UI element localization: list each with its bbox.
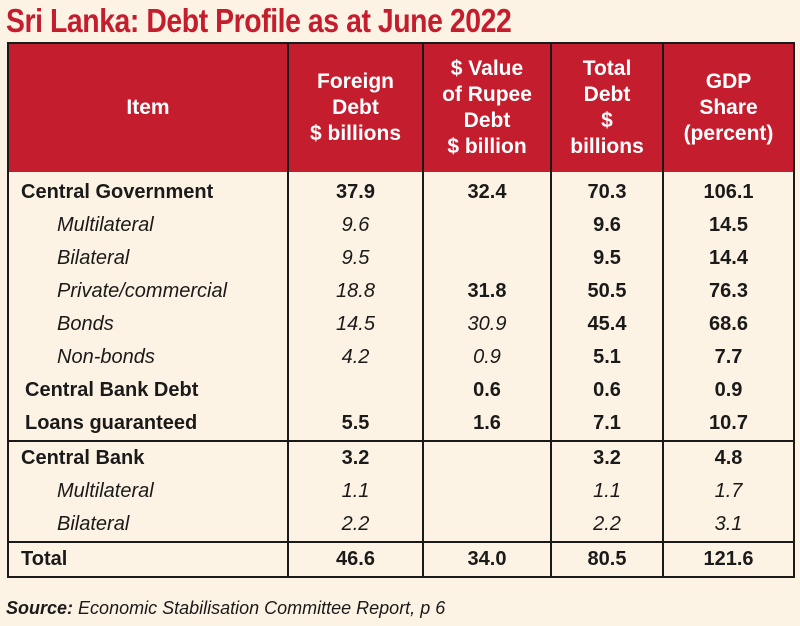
- cell-rupee: 0.9: [423, 341, 552, 374]
- cell-rupee: 1.6: [423, 407, 552, 441]
- row-label: Central Bank Debt: [8, 374, 289, 407]
- row-label: Private/commercial: [8, 275, 289, 308]
- table-header-row: Item Foreign Debt $ billions $ Value of …: [8, 43, 794, 172]
- cell-total: 45.4: [551, 308, 664, 341]
- cell-gdp: 10.7: [709, 412, 748, 434]
- cell-foreign: [288, 374, 424, 407]
- debt-profile-table: Item Foreign Debt $ billions $ Value of …: [7, 42, 795, 578]
- column-header-rupee-debt: $ Value of Rupee Debt $ billion: [423, 43, 552, 172]
- cell-gdp: 0.9: [714, 379, 743, 401]
- column-header-foreign-debt: Foreign Debt $ billions: [288, 43, 424, 172]
- cell-gdp: 68.6: [709, 313, 748, 335]
- cell-total: 9.6: [551, 209, 664, 242]
- cell-rupee: [423, 440, 552, 475]
- cell-foreign: 46.6: [288, 541, 424, 577]
- table-row-central-government: Central Government 37.9 32.4 70.3 106.1: [8, 172, 794, 209]
- cell-total: 2.2: [551, 508, 664, 542]
- table-row-cb-multilateral: Multilateral 1.1 1.1 1.7: [8, 475, 794, 508]
- cell-gdp: 4.8: [663, 440, 794, 475]
- table-row-bonds: Bonds 14.5 30.9 45.4 68.6: [8, 308, 794, 341]
- row-label: Central Bank: [8, 440, 289, 475]
- cell-gdp: 121.6: [663, 541, 794, 577]
- cell-foreign: 3.2: [288, 440, 424, 475]
- column-header-gdp-share: GDP Share (percent): [663, 43, 794, 172]
- cell-gdp: 14.5: [709, 214, 748, 236]
- cell-foreign: 14.5: [288, 308, 424, 341]
- cell-foreign: 2.2: [288, 508, 424, 542]
- cell-foreign: 4.2: [288, 341, 424, 374]
- cell-foreign: 9.6: [288, 209, 424, 242]
- table-row-private-commercial: Private/commercial 18.8 31.8 50.5 76.3: [8, 275, 794, 308]
- row-label: Multilateral: [8, 475, 289, 508]
- cell-total: 3.2: [551, 440, 664, 475]
- source-label: Source:: [6, 598, 74, 618]
- cell-total: 7.1: [551, 407, 664, 441]
- cell-foreign: 9.5: [288, 242, 424, 275]
- table-row-central-bank: Central Bank 3.2 3.2 4.8: [8, 440, 794, 475]
- row-label: Bonds: [8, 308, 289, 341]
- table-row-non-bonds: Non-bonds 4.2 0.9 5.1 7.7: [8, 341, 794, 374]
- page-title: Sri Lanka: Debt Profile as at June 2022: [6, 2, 512, 39]
- row-label: Bilateral: [8, 508, 289, 542]
- column-header-item: Item: [8, 43, 289, 172]
- cell-total: 0.6: [551, 374, 664, 407]
- cell-rupee: 32.4: [423, 172, 552, 209]
- cell-total: 5.1: [551, 341, 664, 374]
- cell-gdp: 76.3: [709, 280, 748, 302]
- cell-total: 1.1: [551, 475, 664, 508]
- table-row-bilateral: Bilateral 9.5 9.5 14.4: [8, 242, 794, 275]
- row-label: Bilateral: [8, 242, 289, 275]
- cell-total: 9.5: [551, 242, 664, 275]
- table-row-cb-bilateral: Bilateral 2.2 2.2 3.1: [8, 508, 794, 542]
- cell-foreign: 37.9: [288, 172, 424, 209]
- cell-rupee: [423, 209, 552, 242]
- cell-foreign: 1.1: [288, 475, 424, 508]
- table-row-multilateral: Multilateral 9.6 9.6 14.5: [8, 209, 794, 242]
- table-row-central-bank-debt: Central Bank Debt 0.6 0.6 0.9: [8, 374, 794, 407]
- table-row-total: Total 46.6 34.0 80.5 121.6: [8, 541, 794, 577]
- cell-rupee: [423, 242, 552, 275]
- cell-rupee: [423, 508, 552, 542]
- cell-foreign: 18.8: [288, 275, 424, 308]
- column-header-total-debt: Total Debt $ billions: [551, 43, 664, 172]
- cell-rupee: 34.0: [423, 541, 552, 577]
- table-row-loans-guaranteed: Loans guaranteed 5.5 1.6 7.1 10.7: [8, 407, 794, 441]
- row-label: Non-bonds: [8, 341, 289, 374]
- row-label: Central Government: [8, 172, 289, 209]
- row-label: Total: [8, 541, 289, 577]
- cell-gdp: 106.1: [703, 181, 754, 203]
- cell-rupee: 31.8: [423, 275, 552, 308]
- cell-foreign: 5.5: [288, 407, 424, 441]
- row-label: Loans guaranteed: [8, 407, 289, 441]
- cell-total: 50.5: [551, 275, 664, 308]
- cell-gdp: 1.7: [714, 480, 743, 502]
- cell-gdp: 3.1: [714, 513, 743, 535]
- cell-rupee: [423, 475, 552, 508]
- source-text: Economic Stabilisation Committee Report,…: [78, 598, 446, 618]
- cell-rupee: 30.9: [423, 308, 552, 341]
- source-note: Source: Economic Stabilisation Committee…: [6, 598, 445, 619]
- row-label: Multilateral: [8, 209, 289, 242]
- cell-rupee: 0.6: [423, 374, 552, 407]
- cell-gdp: 14.4: [709, 247, 748, 269]
- cell-gdp: 7.7: [714, 346, 743, 368]
- cell-total: 70.3: [551, 172, 664, 209]
- cell-total: 80.5: [551, 541, 664, 577]
